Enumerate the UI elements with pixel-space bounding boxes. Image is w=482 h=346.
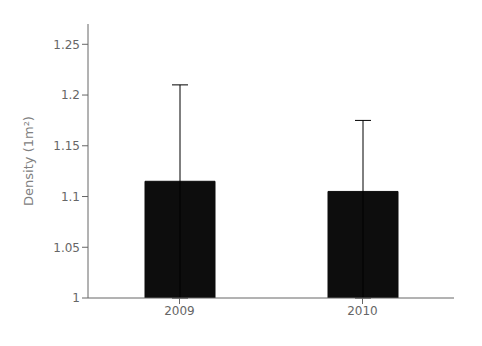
- svg-text:Density (1m²): Density (1m²): [21, 116, 36, 206]
- svg-text:1.1: 1.1: [61, 190, 80, 204]
- svg-text:1: 1: [72, 291, 80, 305]
- svg-text:1.2: 1.2: [61, 88, 80, 102]
- svg-text:2010: 2010: [347, 304, 378, 318]
- svg-text:1.05: 1.05: [53, 241, 80, 255]
- svg-text:1.15: 1.15: [53, 139, 80, 153]
- svg-text:1.25: 1.25: [53, 38, 80, 52]
- svg-text:2009: 2009: [164, 304, 195, 318]
